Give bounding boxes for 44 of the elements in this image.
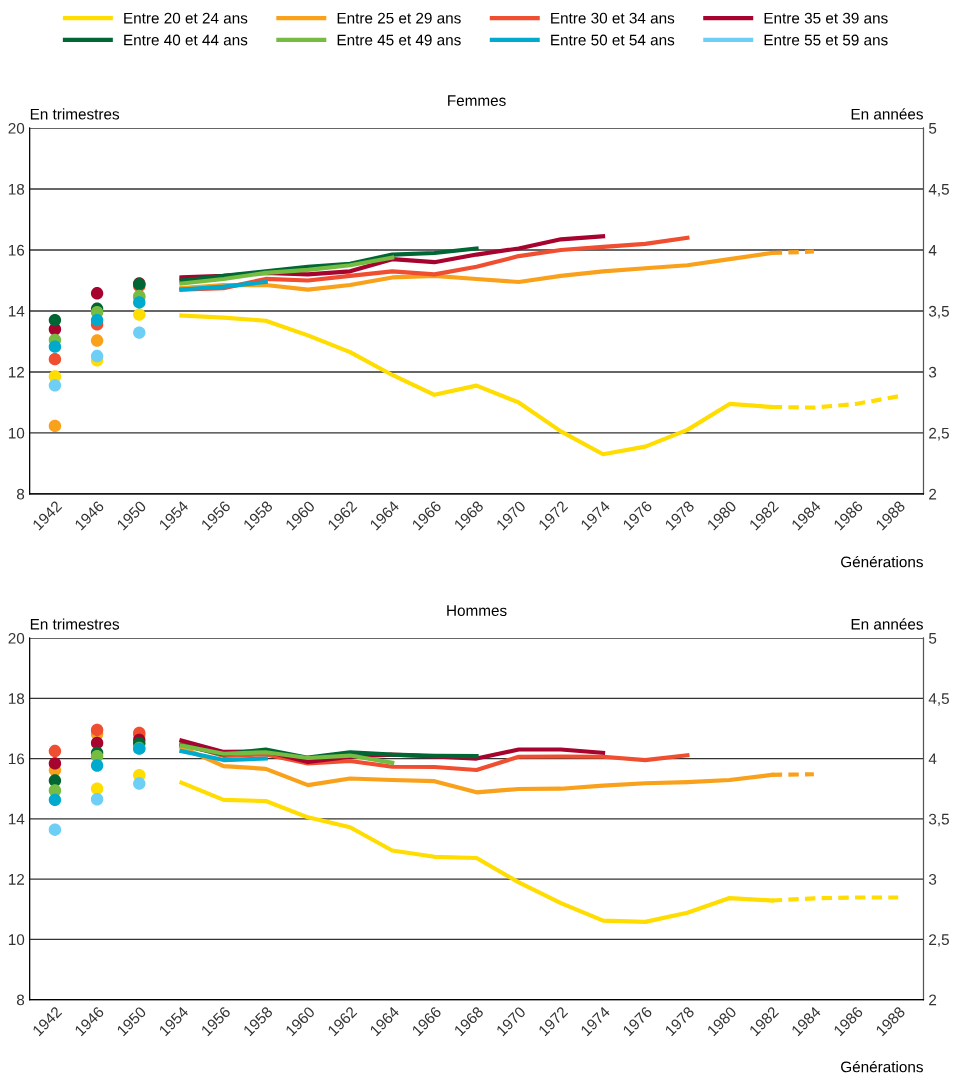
y-tick-label: 12 bbox=[8, 366, 25, 378]
y-tick-label: 20 bbox=[8, 632, 25, 644]
y-tick-label: 10 bbox=[8, 934, 25, 946]
chart-title: Hommes bbox=[447, 605, 507, 616]
legend-label: Entre 50 et 54 ans bbox=[551, 34, 675, 46]
y2-tick-label: 2 bbox=[929, 994, 937, 1006]
y-tick-label: 14 bbox=[8, 813, 25, 825]
y2-axis-title: En années bbox=[851, 618, 923, 630]
y-tick-label: 16 bbox=[8, 244, 25, 256]
legend-label: Entre 20 et 24 ans bbox=[124, 12, 248, 24]
y2-tick-label: 4 bbox=[928, 753, 937, 765]
y2-tick-label: 5 bbox=[928, 633, 937, 644]
y-tick-label: 16 bbox=[8, 753, 25, 765]
y2-tick-label: 3,5 bbox=[928, 305, 949, 319]
x-axis-title: Générations bbox=[841, 555, 923, 568]
legend-label: Entre 55 et 59 ans bbox=[764, 34, 888, 46]
y-tick-label: 8 bbox=[16, 488, 25, 500]
y-axis-title: En trimestres bbox=[30, 108, 120, 120]
y2-tick-label: 3 bbox=[928, 366, 937, 378]
y2-tick-label: 3 bbox=[928, 873, 937, 885]
legend-label: Entre 25 et 29 ans bbox=[337, 12, 461, 24]
y2-tick-label: 2,5 bbox=[929, 427, 949, 441]
x-axis-title: Générations bbox=[841, 1060, 923, 1073]
y2-tick-label: 5 bbox=[928, 123, 937, 134]
y2-tick-label: 4,5 bbox=[928, 184, 949, 197]
legend-label: Entre 35 et 39 ans bbox=[764, 12, 888, 24]
y-tick-label: 20 bbox=[8, 122, 25, 134]
y2-tick-label: 4 bbox=[928, 245, 937, 256]
y-tick-label: 18 bbox=[8, 693, 25, 705]
legend-label: Entre 30 et 34 ans bbox=[551, 12, 675, 24]
y-tick-label: 10 bbox=[8, 427, 25, 439]
legend-label: Entre 45 et 49 ans bbox=[337, 34, 461, 46]
chart-title: Femmes bbox=[448, 95, 506, 106]
y2-tick-label: 3,5 bbox=[928, 813, 949, 827]
y2-tick-label: 2 bbox=[929, 488, 937, 500]
y-tick-label: 8 bbox=[16, 994, 25, 1006]
y2-tick-label: 4,5 bbox=[928, 693, 949, 706]
legend-label: Entre 40 et 44 ans bbox=[124, 34, 248, 46]
y2-tick-label: 2,5 bbox=[929, 934, 949, 947]
y-tick-label: 18 bbox=[8, 183, 25, 195]
y-tick-label: 14 bbox=[8, 305, 25, 317]
y-axis-title: En trimestres bbox=[30, 618, 120, 630]
y-tick-label: 12 bbox=[8, 873, 25, 885]
y2-axis-title: En années bbox=[851, 108, 923, 120]
